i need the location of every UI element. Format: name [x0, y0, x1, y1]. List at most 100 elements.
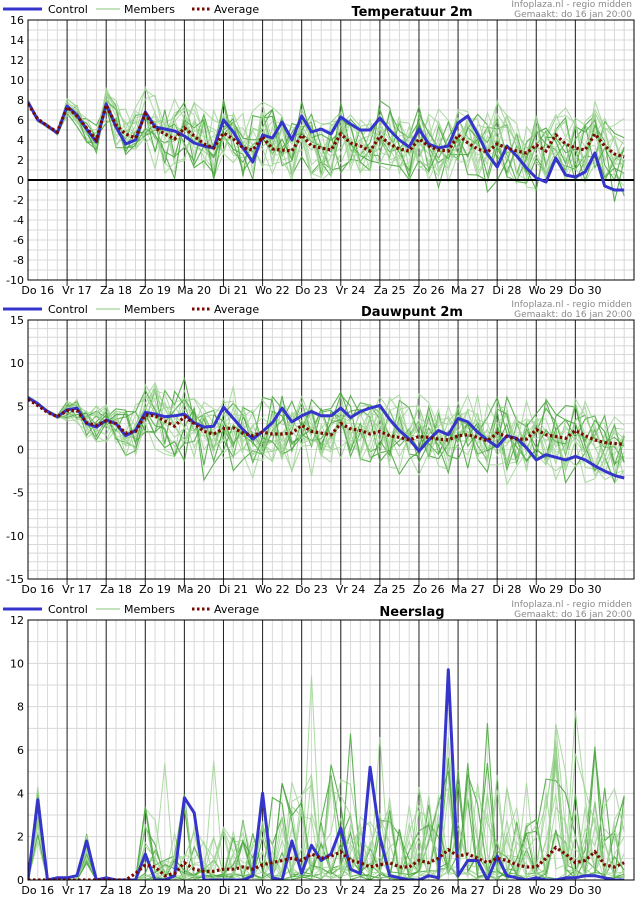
credit-line-2: Gemaakt: do 16 jan 20:00 [514, 10, 632, 20]
y-tick-label: 5 [17, 400, 24, 413]
x-tick-label: Do 23 [295, 583, 328, 596]
y-tick-label: 6 [17, 114, 24, 127]
control-line [28, 101, 625, 192]
y-tick-label: -8 [13, 254, 24, 267]
y-tick-label: -2 [13, 194, 24, 207]
y-tick-label: 0 [17, 174, 24, 187]
y-tick-label: -15 [6, 573, 24, 586]
x-tick-label: Ma 20 [177, 884, 211, 897]
y-tick-label: 2 [17, 831, 24, 844]
members-line-15 [28, 86, 625, 182]
x-tick-label: Za 25 [374, 284, 406, 297]
members-line-17 [28, 395, 625, 479]
members-line-15 [28, 394, 625, 457]
x-tick-label: Za 18 [100, 884, 132, 897]
x-tick-label: Za 18 [100, 583, 132, 596]
y-tick-label: 10 [10, 657, 24, 670]
members-line-7 [28, 799, 625, 880]
x-tick-label: Do 16 [21, 583, 54, 596]
x-tick-label: Vr 24 [336, 583, 366, 596]
x-tick-label: Ma 27 [451, 884, 485, 897]
plot-border [27, 619, 635, 881]
x-tick-label: Do 30 [569, 284, 602, 297]
y-tick-label: 8 [17, 94, 24, 107]
y-tick-label: -10 [6, 530, 24, 543]
x-tick-label: Ma 20 [177, 583, 211, 596]
y-tick-label: 16 [10, 14, 24, 27]
chart-panel-3: 0 2 4 6 8 10 12 Do 16 Vr 17 Za 18 Zo 19 Ma 20 Di 21 W… [3, 600, 635, 897]
members-line-16 [28, 101, 625, 182]
y-tick-label: 15 [10, 314, 24, 327]
x-tick-label: Ma 20 [177, 284, 211, 297]
credit-line-1: Infoplaza.nl - regio midden [511, 600, 632, 610]
x-tick-label: Zo 26 [413, 583, 445, 596]
legend-average-label: Average [214, 3, 259, 16]
members-line-13 [28, 733, 625, 880]
legend-control-label: Control [48, 303, 88, 316]
chart-panel-1: -10 -8 -6 -4 -2 0 2 4 6 8 10 12 14 16 Do 16 Vr 17 Za 18 Z… [3, 0, 635, 297]
legend-members-label: Members [124, 603, 175, 616]
x-tick-label: Vr 17 [62, 884, 92, 897]
members-line-17 [28, 97, 625, 186]
members-line-12 [28, 97, 625, 183]
legend-members-label: Members [124, 303, 175, 316]
y-tick-label: -6 [13, 234, 24, 247]
y-tick-label: 10 [10, 74, 24, 87]
x-tick-label: Zo 19 [139, 284, 171, 297]
x-tick-label: Ma 27 [451, 583, 485, 596]
x-tick-label: Vr 17 [62, 583, 92, 596]
members-line-18 [28, 753, 625, 880]
credit-line-2: Gemaakt: do 16 jan 20:00 [514, 610, 632, 620]
x-tick-label: Vr 24 [336, 284, 366, 297]
members-line-15 [28, 772, 625, 880]
y-tick-label: -10 [6, 274, 24, 287]
x-tick-label: Di 21 [219, 884, 248, 897]
x-tick-label: Do 30 [569, 884, 602, 897]
legend-control-label: Control [48, 603, 88, 616]
y-tick-label: 14 [10, 34, 24, 47]
members-line-11 [28, 383, 625, 482]
x-tick-label: Do 30 [569, 583, 602, 596]
y-tick-label: 6 [17, 744, 24, 757]
x-tick-label: Ma 27 [451, 284, 485, 297]
x-tick-label: Do 23 [295, 284, 328, 297]
x-tick-label: Di 28 [492, 284, 521, 297]
legend-members-label: Members [124, 3, 175, 16]
x-tick-label: Do 16 [21, 884, 54, 897]
credit-line-1: Infoplaza.nl - regio midden [511, 0, 632, 10]
x-tick-label: Di 28 [492, 583, 521, 596]
chart-title: Neerslag [379, 605, 444, 620]
credit-line-1: Infoplaza.nl - regio midden [511, 300, 632, 310]
x-tick-label: Wo 29 [529, 583, 563, 596]
credit-line-2: Gemaakt: do 16 jan 20:00 [514, 310, 632, 320]
y-tick-label: 10 [10, 357, 24, 370]
members-line-10 [28, 746, 625, 880]
members-line-6 [28, 741, 625, 880]
x-tick-label: Wo 22 [255, 284, 289, 297]
x-tick-label: Zo 26 [413, 884, 445, 897]
y-tick-label: 4 [17, 134, 24, 147]
x-tick-label: Zo 19 [139, 583, 171, 596]
y-tick-label: -4 [13, 214, 24, 227]
x-tick-label: Vr 24 [336, 884, 366, 897]
x-tick-label: Wo 29 [529, 284, 563, 297]
y-tick-label: 8 [17, 701, 24, 714]
chart-panel-2: -15 -10 -5 0 5 10 15 Do 16 Vr 17 Za 18 Zo 19 Ma 20 D… [3, 300, 635, 596]
x-tick-label: Vr 17 [62, 284, 92, 297]
chart-title: Dauwpunt 2m [361, 305, 463, 320]
x-tick-label: Wo 22 [255, 884, 289, 897]
y-tick-label: -5 [13, 487, 24, 500]
y-tick-label: 0 [17, 874, 24, 887]
plot-border [27, 319, 635, 580]
members-line-17 [28, 750, 625, 880]
x-tick-label: Za 18 [100, 284, 132, 297]
y-tick-label: 2 [17, 154, 24, 167]
legend-average-label: Average [214, 603, 259, 616]
x-tick-label: Di 21 [219, 583, 248, 596]
members-line-6 [28, 386, 625, 486]
x-tick-label: Zo 19 [139, 884, 171, 897]
members-line-13 [28, 393, 625, 482]
x-tick-label: Za 25 [374, 583, 406, 596]
